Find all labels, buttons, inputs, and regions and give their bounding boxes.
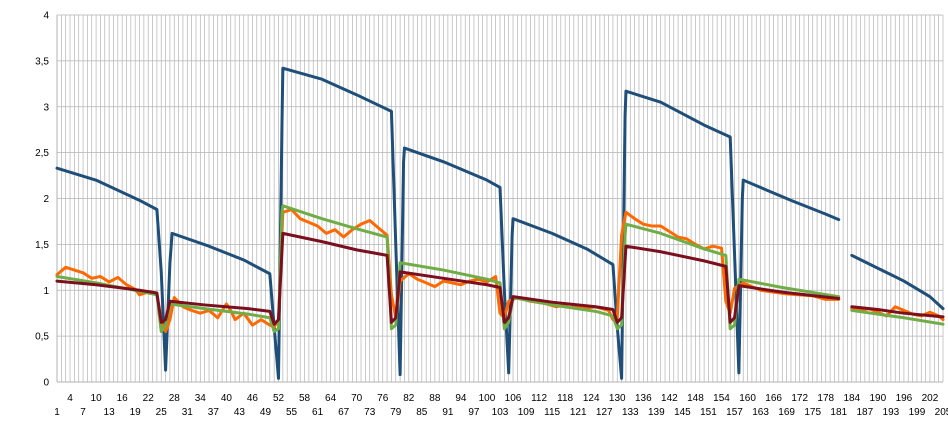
x-tick-label: 178 [817, 393, 834, 404]
x-tick-label: 121 [570, 407, 587, 418]
x-tick-label: 157 [726, 407, 743, 418]
x-tick-label: 118 [557, 393, 573, 404]
x-tick-label: 55 [286, 407, 298, 418]
x-tick-label: 181 [830, 407, 847, 418]
x-tick-label: 10 [91, 393, 103, 404]
x-tick-label: 193 [883, 407, 900, 418]
x-tick-label: 76 [377, 393, 389, 404]
x-tick-labels: 4 10 16 22 28 34 40 46 52 58 64 70 76 82 88 94 100 106 112… [54, 393, 948, 418]
x-tick-label: 163 [752, 407, 769, 418]
x-tick-label: 112 [531, 393, 547, 404]
x-tick-label: 106 [505, 393, 522, 404]
grid-lines [56, 14, 944, 383]
x-tick-label: 124 [583, 393, 600, 404]
x-tick-label: 25 [156, 407, 168, 418]
x-tick-label: 196 [896, 393, 913, 404]
x-tick-label: 1 [54, 407, 60, 418]
x-tick-label: 115 [544, 407, 560, 418]
x-tick-label: 40 [221, 393, 233, 404]
x-tick-label: 130 [609, 393, 626, 404]
x-tick-label: 64 [325, 393, 337, 404]
x-tick-label: 19 [130, 407, 142, 418]
x-tick-label: 31 [182, 407, 194, 418]
x-tick-label: 4 [67, 393, 73, 404]
x-tick-label: 136 [635, 393, 652, 404]
series-1-line [55, 66, 841, 380]
series-lines [55, 66, 945, 380]
x-tick-label: 43 [234, 407, 246, 418]
x-tick-label: 37 [208, 407, 220, 418]
x-tick-label: 94 [455, 393, 467, 404]
x-tick-label: 88 [429, 393, 441, 404]
x-tick-label: 175 [804, 407, 821, 418]
x-tick-label: 46 [247, 393, 259, 404]
y-tick-label: 3 [43, 102, 49, 113]
x-tick-label: 103 [492, 407, 509, 418]
x-tick-label: 100 [479, 393, 496, 404]
y-tick-label: 0 [43, 378, 49, 389]
x-tick-label: 205 [935, 407, 948, 418]
y-tick-label: 3,5 [35, 56, 49, 67]
x-tick-label: 187 [856, 407, 873, 418]
x-tick-label: 202 [922, 393, 939, 404]
y-tick-label: 1,5 [35, 240, 49, 251]
x-tick-label: 49 [260, 407, 272, 418]
x-tick-label: 145 [674, 407, 691, 418]
x-tick-label: 79 [390, 407, 402, 418]
x-tick-label: 73 [364, 407, 376, 418]
x-tick-label: 7 [80, 407, 86, 418]
series-1-line [850, 253, 945, 311]
x-tick-label: 13 [104, 407, 116, 418]
x-tick-label: 34 [195, 393, 207, 404]
series-4-line [850, 305, 945, 319]
x-tick-label: 148 [687, 393, 704, 404]
series-3-line [55, 204, 841, 334]
x-tick-label: 151 [700, 407, 717, 418]
x-tick-label: 97 [468, 407, 480, 418]
x-tick-label: 199 [909, 407, 926, 418]
series-3-line [850, 308, 945, 326]
x-tick-label: 61 [312, 407, 324, 418]
x-tick-label: 133 [622, 407, 639, 418]
y-tick-label: 2,5 [35, 148, 49, 159]
series-4-line [55, 231, 841, 326]
x-tick-label: 142 [661, 393, 678, 404]
x-tick-label: 85 [416, 407, 428, 418]
x-tick-label: 91 [442, 407, 454, 418]
y-tick-label: 0,5 [35, 332, 49, 343]
x-tick-label: 184 [843, 393, 860, 404]
x-tick-label: 127 [596, 407, 613, 418]
x-tick-label: 67 [338, 407, 350, 418]
x-tick-label: 82 [403, 393, 415, 404]
x-tick-label: 52 [273, 393, 285, 404]
x-tick-label: 166 [765, 393, 782, 404]
x-tick-label: 139 [648, 407, 665, 418]
x-tick-label: 169 [778, 407, 795, 418]
x-tick-label: 70 [351, 393, 363, 404]
x-tick-label: 160 [739, 393, 756, 404]
y-tick-label: 1 [43, 286, 49, 297]
x-tick-label: 58 [299, 393, 311, 404]
x-tick-label: 22 [143, 393, 155, 404]
x-tick-label: 28 [169, 393, 181, 404]
x-tick-label: 154 [713, 393, 730, 404]
x-tick-label: 109 [518, 407, 535, 418]
x-tick-label: 190 [870, 393, 887, 404]
y-tick-labels: 0 0,5 1 1,5 2 2,5 3 3,5 4 [35, 11, 49, 389]
x-tick-label: 16 [117, 393, 129, 404]
axes [56, 15, 943, 383]
x-tick-label: 172 [791, 393, 808, 404]
y-tick-label: 2 [43, 194, 49, 205]
y-tick-label: 4 [43, 11, 49, 22]
